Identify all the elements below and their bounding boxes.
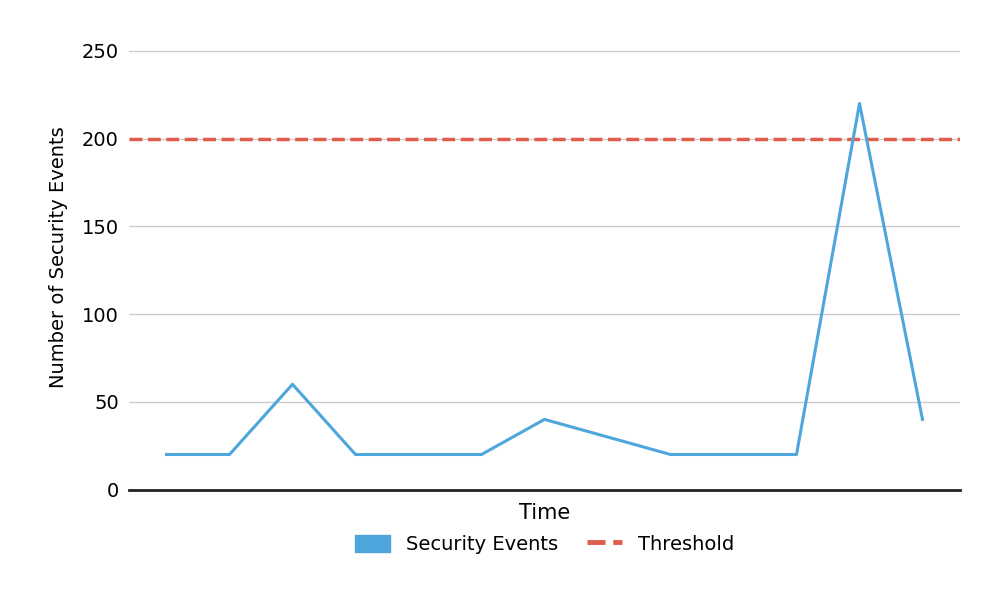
Y-axis label: Number of Security Events: Number of Security Events [49,126,68,388]
Legend: Security Events, Threshold: Security Events, Threshold [346,525,743,564]
X-axis label: Time: Time [519,504,570,523]
